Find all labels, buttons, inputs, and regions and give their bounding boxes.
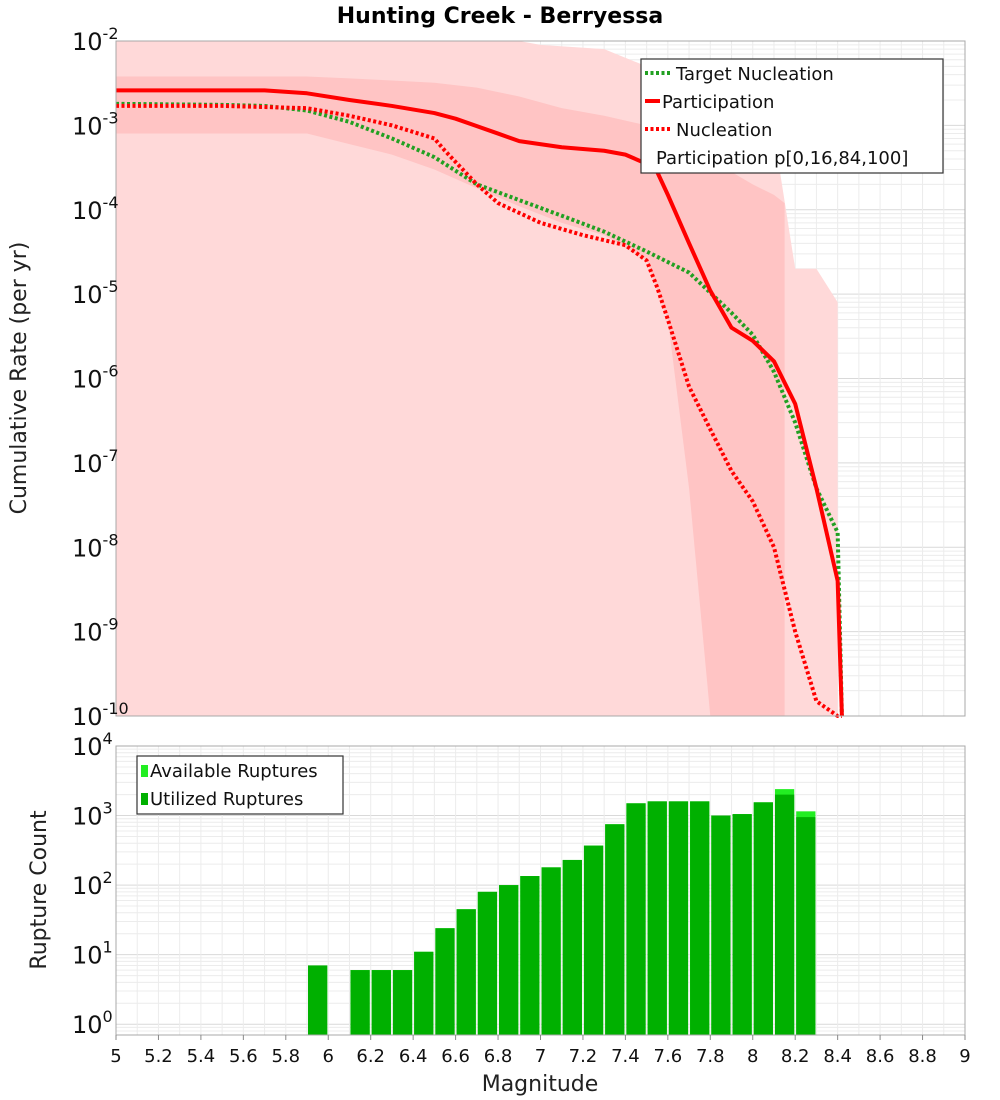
x-axis-title: Magnitude	[482, 1072, 599, 1097]
top-y-tick-label: 10-4	[72, 193, 119, 225]
bottom-x-tick-label: 8.4	[823, 1046, 852, 1067]
legend-swatch-utilized	[141, 793, 148, 805]
bottom-x-tick-label: 8	[747, 1046, 758, 1067]
bottom-x-tick-label: 5.8	[271, 1046, 300, 1067]
top-y-axis-title: Cumulative Rate (per yr)	[7, 242, 32, 515]
bottom-y-tick-label: 100	[72, 1007, 113, 1039]
top-y-tick-label: 10-7	[72, 446, 119, 478]
bottom-x-tick-label: 6	[323, 1046, 334, 1067]
legend-label-nucleation: Nucleation	[676, 120, 772, 141]
bar-utilized	[435, 928, 455, 1035]
line-nucleation	[116, 103, 842, 718]
bar-utilized	[520, 876, 540, 1035]
top-plot-lines	[115, 88, 844, 718]
bar-utilized	[499, 885, 519, 1035]
bar-utilized	[414, 951, 434, 1035]
top-y-tick-label: 10-9	[72, 615, 119, 647]
band-participation-p16-p84	[116, 76, 785, 717]
bar-utilized	[477, 891, 498, 1035]
line-participation	[116, 88, 844, 717]
top-y-tick-label: 10-2	[72, 24, 119, 56]
bottom-legend: Available Ruptures Utilized Ruptures	[136, 755, 344, 815]
bottom-x-tick-label: 7	[535, 1046, 546, 1067]
top-plot-frame	[115, 40, 966, 717]
bar-utilized	[371, 970, 391, 1035]
top-y-tick-label: 10-3	[72, 108, 119, 140]
bottom-x-tick-label: 6.8	[484, 1046, 513, 1067]
legend-label-participation-band: Participation p[0,16,84,100]	[656, 148, 908, 169]
bottom-y-axis-title: Rupture Count	[27, 810, 52, 970]
bottom-x-tick-label: 6.4	[399, 1046, 428, 1067]
bar-utilized	[711, 815, 731, 1035]
bar-utilized	[753, 802, 773, 1035]
bottom-x-tick-label: 7.6	[654, 1046, 683, 1067]
top-y-tick-label: 10-6	[72, 362, 119, 394]
chart-title: Hunting Creek - Berryessa	[337, 4, 663, 29]
legend-label-available: Available Ruptures	[150, 761, 318, 782]
bar-utilized	[562, 859, 582, 1035]
legend-label-participation: Participation	[662, 92, 774, 113]
top-y-ticks: 10-2 10-3 10-4 10-5 10-6 10-7 10-8 10-9 10-10	[72, 24, 129, 731]
top-legend: Target Nucleation Participation Nucleati…	[640, 58, 944, 174]
bar-utilized	[732, 814, 752, 1035]
bar-utilized	[668, 801, 689, 1035]
bar-utilized	[392, 970, 413, 1035]
bottom-x-tick-label: 5.2	[144, 1046, 173, 1067]
top-plot-bands	[116, 41, 838, 717]
bottom-x-tick-label: 8.8	[908, 1046, 937, 1067]
bottom-x-tick-label: 5.4	[187, 1046, 216, 1067]
legend-label-target-nucleation: Target Nucleation	[675, 64, 834, 85]
bottom-y-ticks: 104 103 102 101 100	[72, 729, 113, 1039]
bottom-x-tick-label: 6.2	[356, 1046, 385, 1067]
top-legend-box	[640, 58, 944, 174]
legend-label-utilized: Utilized Ruptures	[150, 789, 303, 810]
bottom-y-tick-label: 102	[72, 868, 113, 900]
bar-utilized	[541, 867, 561, 1035]
bar-utilized	[308, 965, 328, 1035]
top-y-tick-label: 10-10	[72, 699, 129, 731]
bar-utilized	[583, 845, 604, 1035]
bottom-y-tick-label: 101	[72, 938, 113, 970]
bottom-x-tick-label: 5.6	[229, 1046, 258, 1067]
bottom-y-tick-label: 103	[72, 799, 113, 831]
bottom-x-tick-label: 7.2	[569, 1046, 598, 1067]
bottom-x-tick-label: 9	[959, 1046, 970, 1067]
bottom-x-tick-label: 8.6	[866, 1046, 895, 1067]
legend-swatch-available	[141, 765, 148, 777]
bar-utilized	[647, 801, 667, 1035]
bar-utilized	[690, 801, 710, 1035]
bottom-legend-box	[136, 755, 344, 815]
bottom-plot-bars	[308, 789, 816, 1035]
line-target-nucleation	[115, 101, 844, 717]
bottom-x-tick-label: 5	[110, 1046, 121, 1067]
bottom-x-ticks: 5 5.2 5.4 5.6 5.8 6 6.2 6.4 6.6 6.8 7 7.2 7.4 7.6 7.8 8…	[110, 1035, 971, 1067]
bar-utilized	[626, 803, 646, 1035]
bar-utilized	[796, 817, 816, 1035]
bar-utilized	[350, 970, 370, 1035]
bottom-y-tick-label: 104	[72, 729, 113, 761]
top-y-tick-label: 10-5	[72, 277, 119, 309]
bottom-x-tick-label: 8.2	[781, 1046, 810, 1067]
bottom-x-tick-label: 7.4	[611, 1046, 640, 1067]
bar-utilized	[774, 794, 795, 1035]
bar-utilized	[605, 824, 625, 1035]
bar-utilized	[456, 909, 476, 1035]
top-y-tick-label: 10-8	[72, 530, 119, 562]
bottom-x-tick-label: 7.8	[696, 1046, 725, 1067]
bottom-x-tick-label: 6.6	[441, 1046, 470, 1067]
